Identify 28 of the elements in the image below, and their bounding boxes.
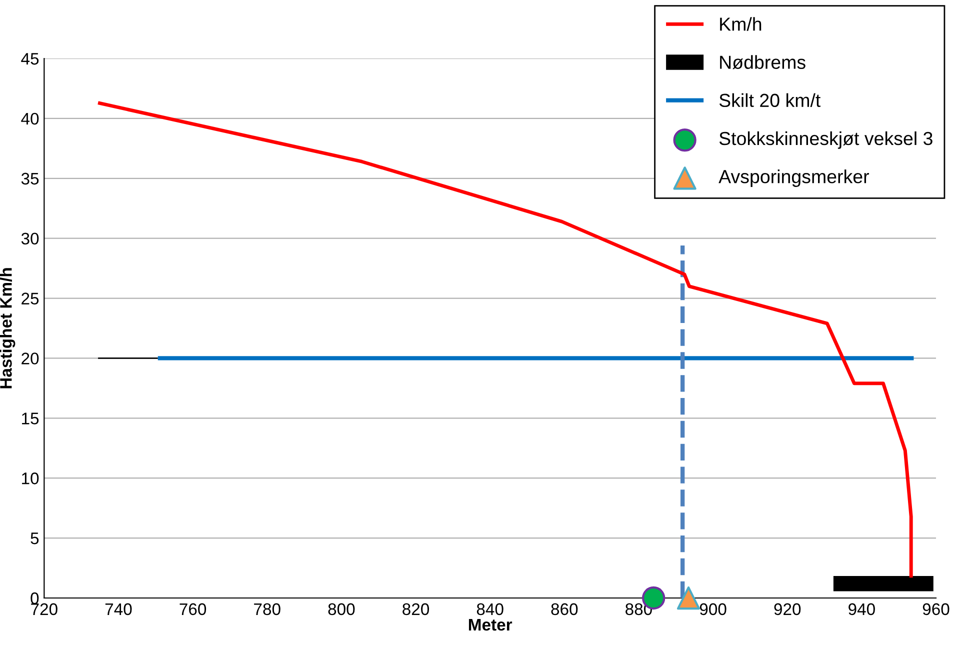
- x-tick-label: 940: [848, 603, 875, 616]
- y-tick-label: 10: [22, 472, 39, 484]
- x-tick-label: 840: [476, 603, 504, 616]
- y-tick-label: 20: [22, 352, 39, 364]
- y-axis-title: Hastighet Km/h: [0, 268, 16, 388]
- x-tick-label: 860: [551, 603, 578, 616]
- x-tick-label: 920: [774, 603, 801, 616]
- x-tick-label: 800: [328, 603, 355, 616]
- legend-label: Nødbrems: [720, 55, 806, 70]
- x-axis-title: Meter: [468, 619, 512, 631]
- legend-label: Skilt 20 km/t: [719, 93, 821, 108]
- legend-label: Avsporingsmerker: [718, 169, 870, 187]
- x-tick-label: 740: [105, 603, 132, 616]
- y-tick-label: 30: [21, 232, 39, 245]
- y-tick-label: 5: [30, 532, 39, 544]
- y-tick-label: 35: [21, 172, 39, 185]
- x-tick-label: 760: [180, 603, 206, 616]
- y-tick-label: 15: [22, 412, 39, 424]
- x-tick-label: 780: [254, 603, 280, 616]
- x-tick-label: 960: [922, 603, 950, 616]
- x-tick-label: 900: [700, 603, 726, 616]
- y-tick-label: 45: [21, 53, 39, 65]
- legend-label: Km/h: [720, 17, 762, 31]
- x-tick-label: 820: [402, 603, 430, 616]
- legend-label: Stokkskinneskjøt veksel 3: [719, 131, 932, 149]
- x-tick-label: 720: [31, 603, 58, 616]
- y-tick-label: 40: [21, 112, 39, 125]
- y-tick-label: 25: [22, 292, 39, 304]
